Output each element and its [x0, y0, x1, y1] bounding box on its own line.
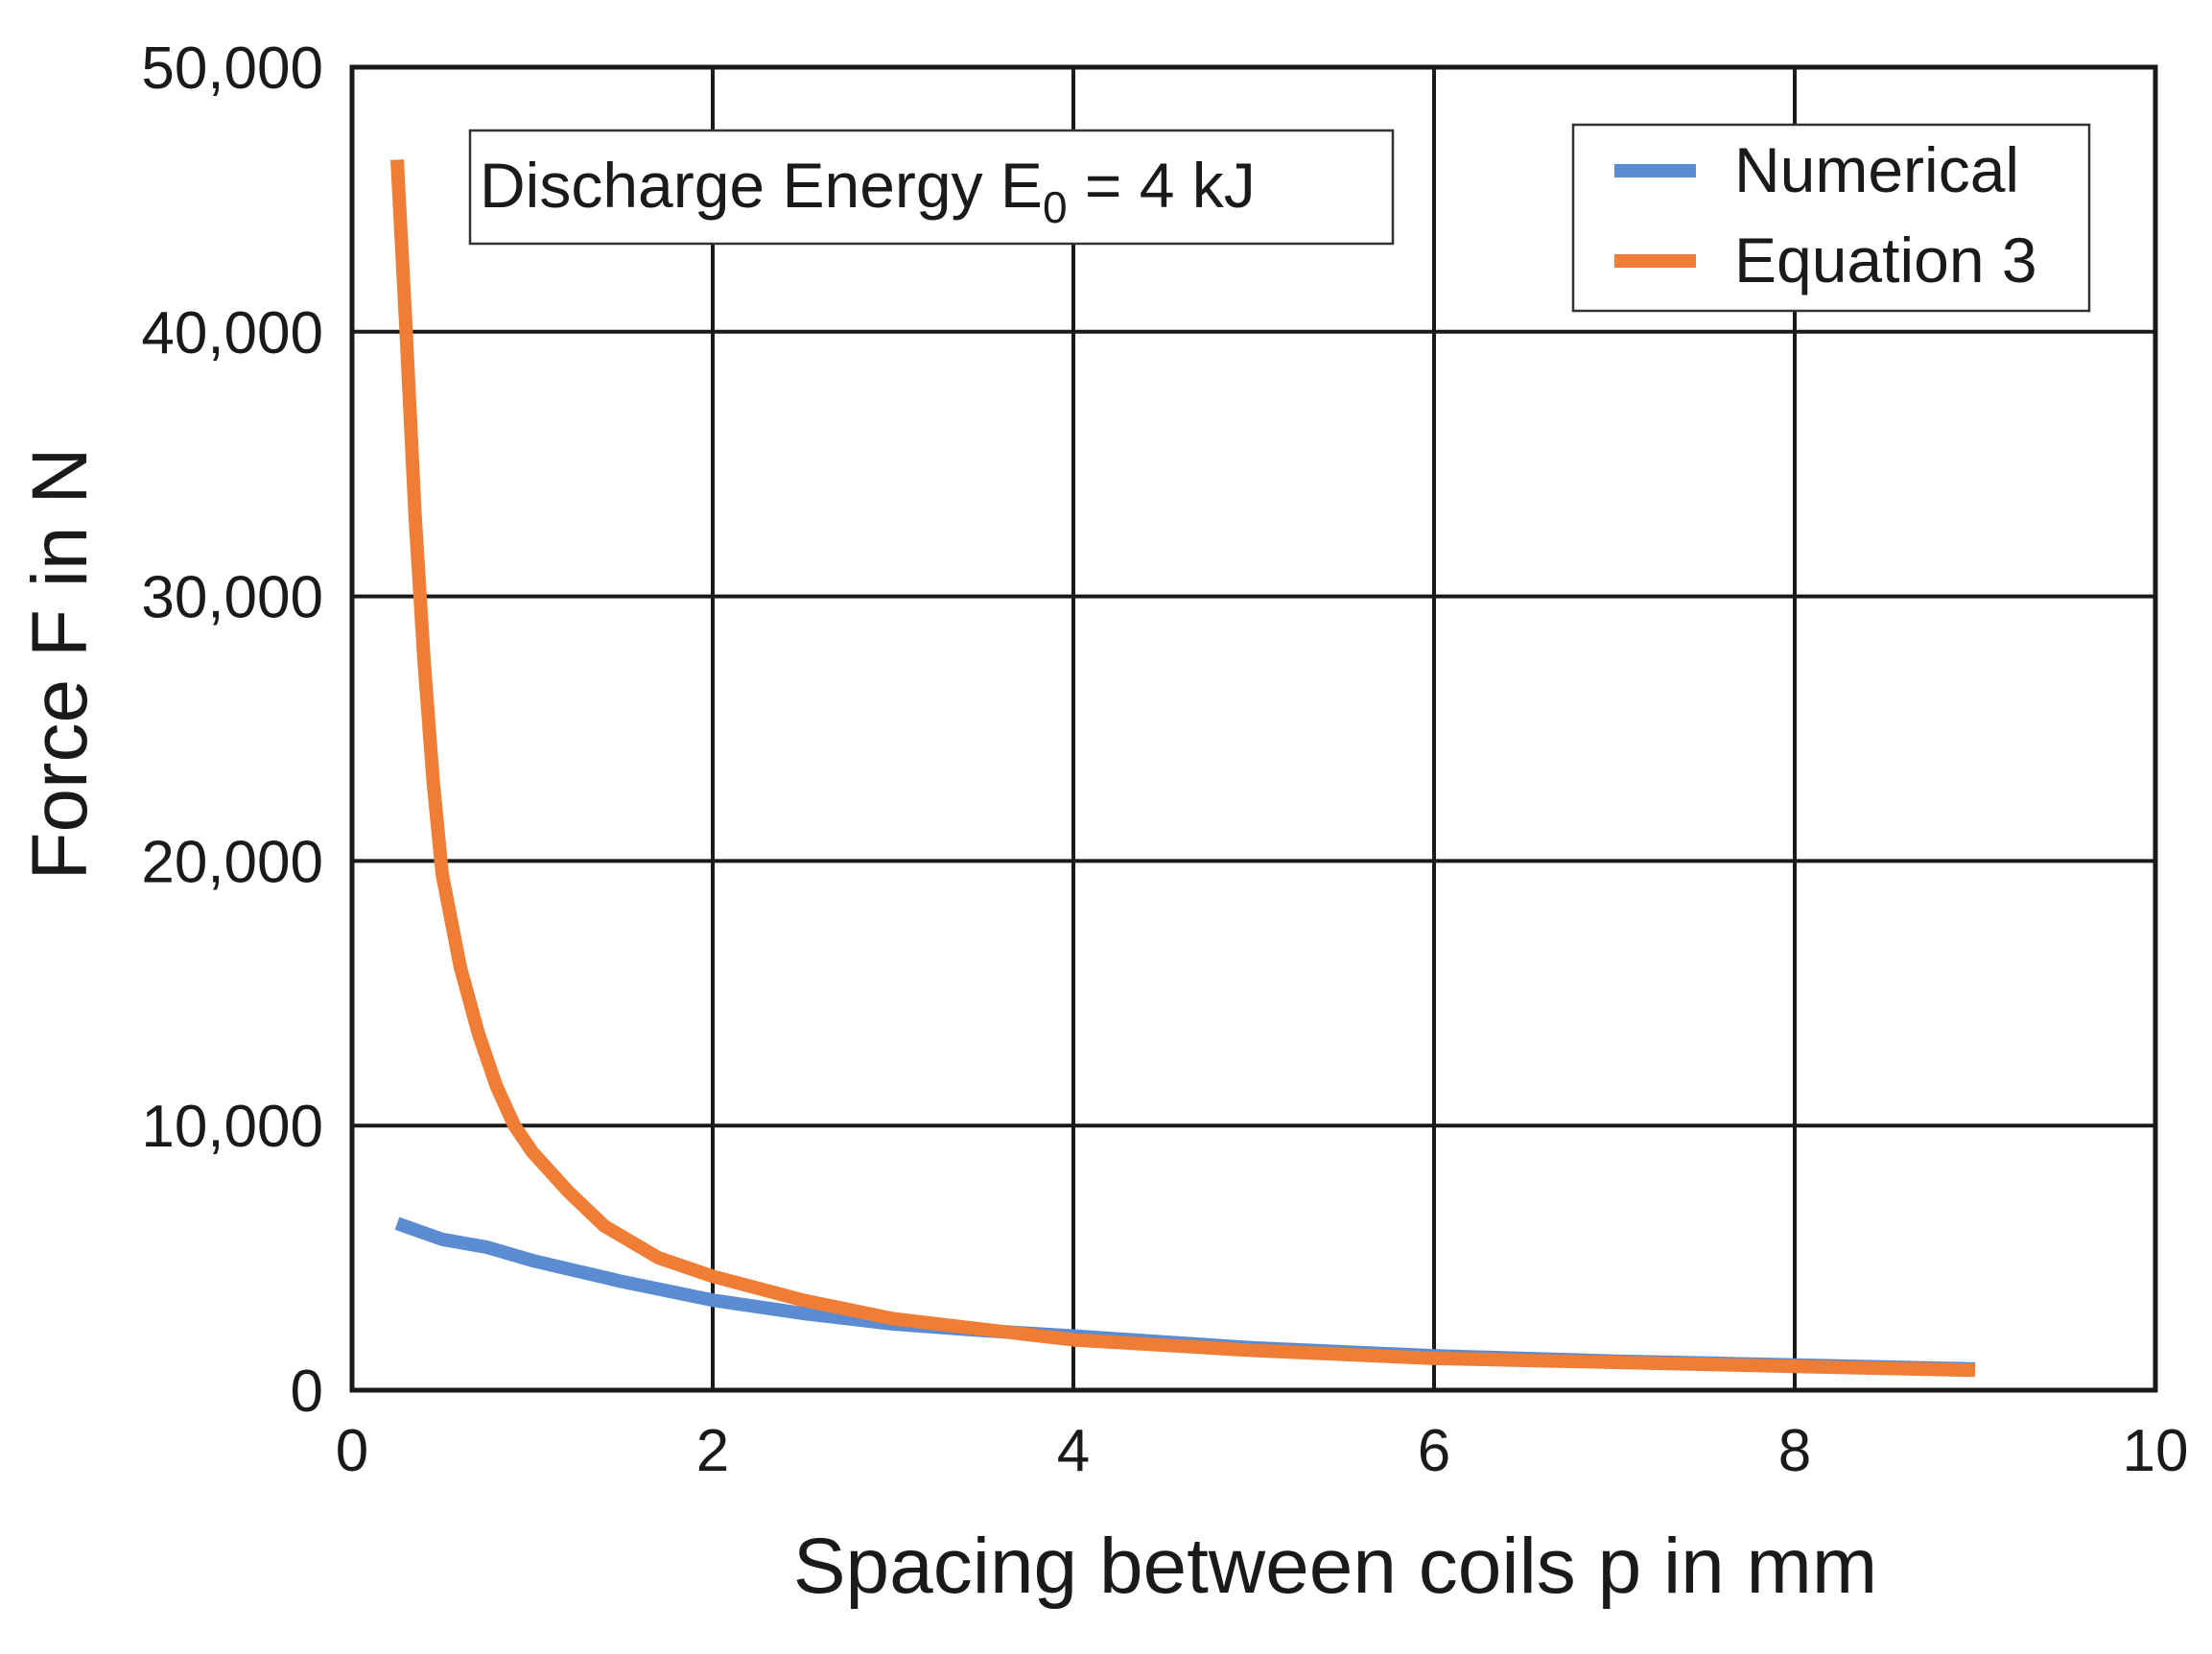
y-axis-ticks: 0 10,000 20,000 30,000 40,000 50,000 [141, 35, 323, 1425]
legend-label-numerical: Numerical [1734, 134, 2019, 205]
annotation-box: Discharge Energy E0 = 4 kJ [468, 129, 1395, 246]
annotation-suffix: = 4 kJ [1068, 150, 1256, 221]
series-line-equation-3 [390, 159, 1976, 1378]
annotation-text: Discharge Energy E0 = 4 kJ [480, 150, 1256, 232]
y-tick-label: 30,000 [141, 565, 323, 631]
annotation-subscript: 0 [1043, 182, 1068, 232]
legend: Numerical Equation 3 [1571, 123, 2091, 313]
y-tick-label: 20,000 [141, 829, 323, 895]
y-tick-label: 40,000 [141, 300, 323, 366]
x-tick-label: 0 [336, 1418, 368, 1484]
y-tick-label: 0 [291, 1359, 323, 1425]
x-tick-label: 8 [1778, 1418, 1811, 1484]
x-axis-title: Spacing between coils p in mm [793, 1523, 1877, 1610]
annotation-prefix: Discharge Energy E [480, 150, 1043, 221]
y-axis-title: Force F in N [16, 447, 104, 880]
y-tick-label: 50,000 [141, 35, 323, 102]
plot-frame [349, 64, 2158, 1393]
x-tick-label: 4 [1057, 1418, 1090, 1484]
x-axis-ticks: 0 2 4 6 8 10 [336, 1418, 2189, 1484]
x-tick-label: 10 [2123, 1418, 2189, 1484]
y-tick-label: 10,000 [141, 1094, 323, 1160]
annotation-frame [468, 129, 1395, 246]
series-group [390, 159, 1976, 1378]
legend-frame [1571, 123, 2091, 313]
x-tick-label: 6 [1418, 1418, 1450, 1484]
legend-label-equation-3: Equation 3 [1734, 224, 2037, 295]
x-tick-label: 2 [696, 1418, 729, 1484]
